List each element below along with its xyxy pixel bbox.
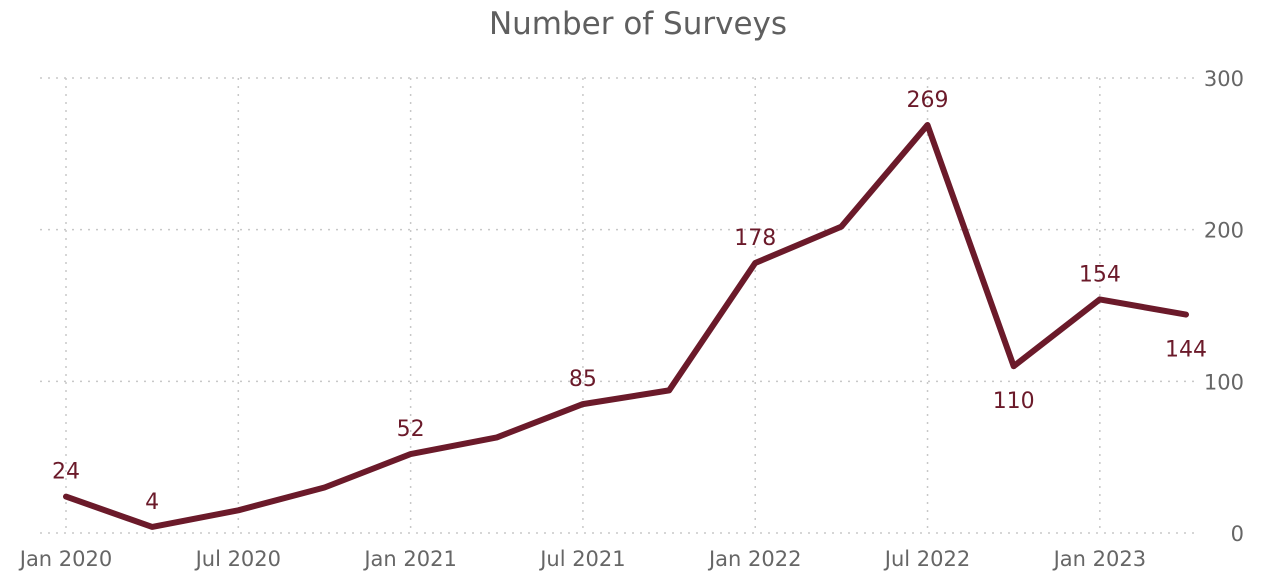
data-label: 154	[1079, 262, 1121, 287]
x-tick-label: Jan 2022	[707, 547, 802, 571]
x-tick-label: Jul 2020	[194, 547, 281, 571]
data-label: 178	[734, 226, 776, 251]
data-label: 85	[569, 367, 597, 392]
y-tick-label: 300	[1204, 67, 1244, 91]
chart-title: Number of Surveys	[488, 6, 788, 42]
x-tick-label: Jan 2021	[362, 547, 457, 571]
y-tick-label: 200	[1204, 219, 1244, 243]
x-tick-label: Jan 2020	[18, 547, 113, 571]
x-tick-label: Jul 2022	[883, 547, 970, 571]
data-label: 24	[52, 460, 80, 485]
data-label: 4	[145, 490, 159, 515]
y-tick-label: 100	[1204, 370, 1244, 394]
x-tick-label: Jan 2023	[1052, 547, 1147, 571]
y-tick-label: 0	[1231, 522, 1244, 546]
data-label: 269	[907, 88, 949, 113]
series-line	[63, 122, 1189, 530]
data-label: 144	[1165, 338, 1207, 363]
data-label: 52	[397, 417, 425, 442]
data-label: 110	[993, 389, 1035, 414]
x-tick-label: Jul 2021	[538, 547, 625, 571]
